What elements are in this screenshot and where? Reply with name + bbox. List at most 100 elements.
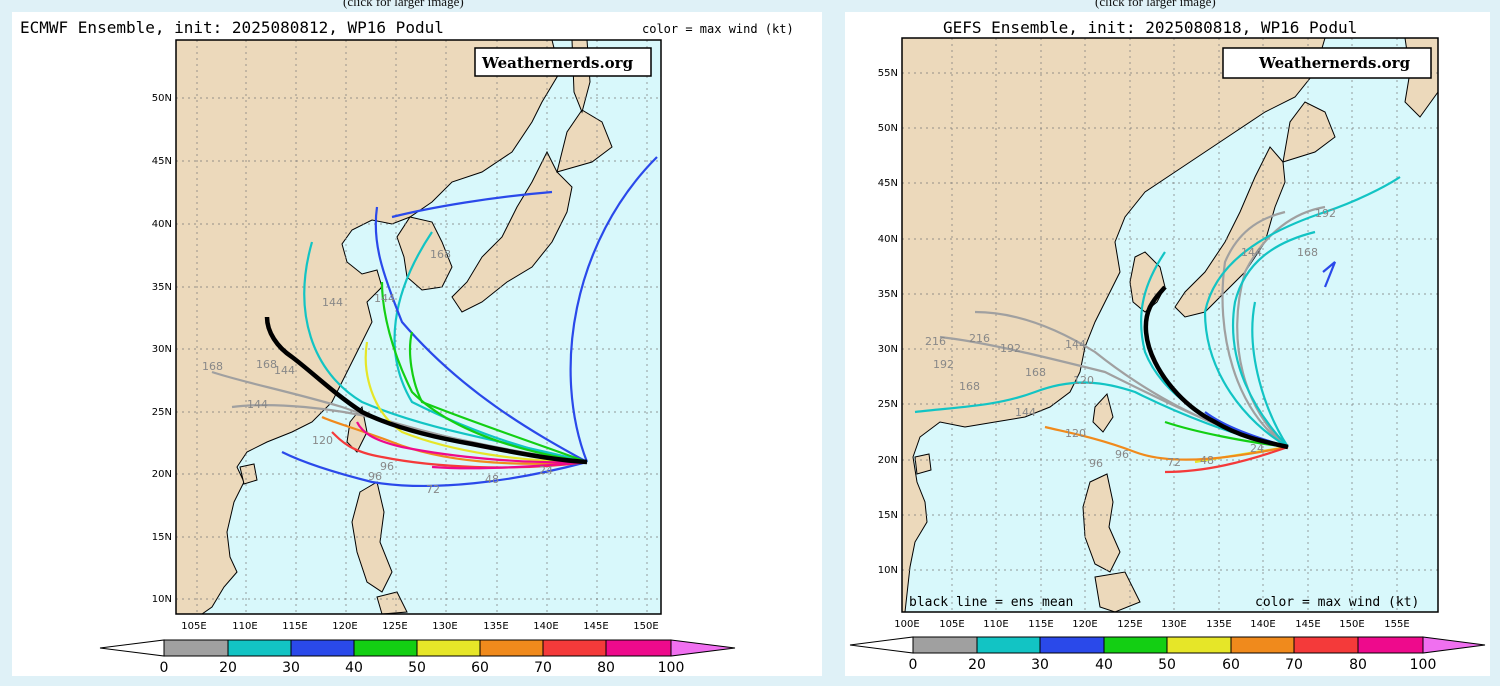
lat-label: 15N (152, 532, 172, 543)
colorbar-tick: 20 (968, 657, 986, 673)
colorbar-tick: 60 (1222, 657, 1240, 673)
lon-label: 130E (1161, 619, 1186, 630)
hour-label: 168 (430, 248, 451, 261)
gefs-map: GEFS Ensemble, init: 2025080818, WP16 Po… (849, 18, 1486, 673)
hour-label: 48 (1200, 454, 1214, 467)
left-colorbar: 0 20 30 40 50 60 70 80 100 (99, 639, 736, 676)
hour-label: 168 (256, 358, 277, 371)
ecmwf-panel[interactable]: ECMWF Ensemble, init: 2025080812, WP16 P… (12, 12, 822, 676)
lon-label: 120E (1072, 619, 1097, 630)
lon-label: 140E (533, 621, 558, 632)
hour-label: 168 (959, 380, 980, 393)
lat-label: 15N (878, 510, 898, 521)
lon-label: 150E (633, 621, 658, 632)
hour-label: 216 (969, 332, 990, 345)
hour-label: 192 (1000, 342, 1021, 355)
right-lon-labels: 100E 105E 110E 115E 120E 125E 130E 135E … (894, 619, 1409, 630)
lat-label: 45N (878, 178, 898, 189)
gefs-panel[interactable]: GEFS Ensemble, init: 2025080818, WP16 Po… (845, 12, 1490, 676)
lon-label: 145E (583, 621, 608, 632)
hour-label: 96 (1115, 448, 1129, 461)
lat-label: 35N (878, 289, 898, 300)
left-caption[interactable]: (click for larger image) (343, 0, 464, 9)
lon-label: 140E (1250, 619, 1275, 630)
right-caption[interactable]: (click for larger image) (1095, 0, 1216, 9)
colorbar-tick: 60 (471, 660, 489, 676)
lon-label: 120E (332, 621, 357, 632)
lat-label: 20N (152, 469, 172, 480)
left-hour-labels: 168 144 144 168 168 144 144 120 96 96 72… (202, 248, 553, 496)
hour-label: 192 (933, 358, 954, 371)
hour-label: 168 (202, 360, 223, 373)
lon-label: 155E (1384, 619, 1409, 630)
lat-label: 40N (878, 234, 898, 245)
left-ens-mean-track (264, 316, 588, 465)
lon-label: 105E (181, 621, 206, 632)
hour-label: 144 (322, 296, 343, 309)
hour-label: 72 (1167, 456, 1181, 469)
lon-label: 115E (1028, 619, 1053, 630)
lat-label: 45N (152, 156, 172, 167)
colorbar-tick: 20 (219, 660, 237, 676)
colorbar-tick: 30 (1031, 657, 1049, 673)
hour-label: 168 (1297, 246, 1318, 259)
right-ens-mean-track (1143, 285, 1289, 450)
left-lon-labels: 105E 110E 115E 120E 125E 130E 135E 140E … (181, 621, 658, 632)
colorbar-tick: 80 (597, 660, 615, 676)
colorbar-tick: 100 (658, 660, 685, 676)
hour-label: 144 (1015, 406, 1036, 419)
hour-label: 216 (925, 335, 946, 348)
colorbar-tick: 40 (1095, 657, 1113, 673)
ecmwf-map: ECMWF Ensemble, init: 2025080812, WP16 P… (20, 18, 794, 676)
lat-label: 50N (878, 123, 898, 134)
hour-label: 120 (1073, 374, 1094, 387)
lat-label: 50N (152, 93, 172, 104)
lon-label: 110E (983, 619, 1008, 630)
lat-label: 40N (152, 219, 172, 230)
lon-label: 105E (939, 619, 964, 630)
lat-label: 10N (152, 594, 172, 605)
lon-label: 115E (282, 621, 307, 632)
lon-label: 110E (232, 621, 257, 632)
right-bottom-note-right: color = max wind (kt) (1255, 595, 1419, 610)
colorbar-tick: 0 (909, 657, 918, 673)
hour-label: 96 (1089, 457, 1103, 470)
hour-label: 24 (1250, 442, 1264, 455)
right-title: GEFS Ensemble, init: 2025080818, WP16 Po… (943, 18, 1357, 37)
hour-label: 96 (380, 460, 394, 473)
hour-label: 144 (1065, 338, 1086, 351)
lat-label: 20N (878, 455, 898, 466)
lon-label: 125E (382, 621, 407, 632)
hour-label: 144 (247, 398, 268, 411)
lat-label: 30N (878, 344, 898, 355)
left-title: ECMWF Ensemble, init: 2025080812, WP16 P… (20, 18, 444, 37)
right-colorbar: 0 20 30 40 50 60 70 80 100 (849, 636, 1486, 673)
lat-label: 25N (152, 407, 172, 418)
colorbar-tick: 40 (345, 660, 363, 676)
lon-label: 130E (432, 621, 457, 632)
hour-label: 72 (426, 483, 440, 496)
right-lat-labels: 55N 50N 45N 40N 35N 30N 25N 20N 15N 10N (878, 68, 898, 576)
lon-label: 145E (1295, 619, 1320, 630)
left-watermark: Weathernerds.org (481, 54, 634, 72)
lon-label: 150E (1339, 619, 1364, 630)
lat-label: 55N (878, 68, 898, 79)
lat-label: 35N (152, 282, 172, 293)
colorbar-tick: 50 (408, 660, 426, 676)
lat-label: 10N (878, 565, 898, 576)
colorbar-tick: 100 (1410, 657, 1437, 673)
lon-label: 125E (1117, 619, 1142, 630)
right-hour-labels: 216 216 192 168 168 144 144 120 120 96 9… (925, 207, 1336, 470)
hour-label: 96 (368, 470, 382, 483)
hour-label: 168 (1025, 366, 1046, 379)
lon-label: 100E (894, 619, 919, 630)
lon-label: 135E (483, 621, 508, 632)
hour-label: 24 (539, 464, 553, 477)
lat-label: 30N (152, 344, 172, 355)
colorbar-tick: 50 (1158, 657, 1176, 673)
right-bottom-note-left: black line = ens mean (909, 595, 1073, 610)
left-lat-labels: 50N 45N 40N 35N 30N 25N 20N 15N 10N (152, 93, 172, 605)
hour-label: 144 (374, 292, 395, 305)
hour-label: 144 (1241, 246, 1262, 259)
hour-label: 48 (485, 473, 499, 486)
